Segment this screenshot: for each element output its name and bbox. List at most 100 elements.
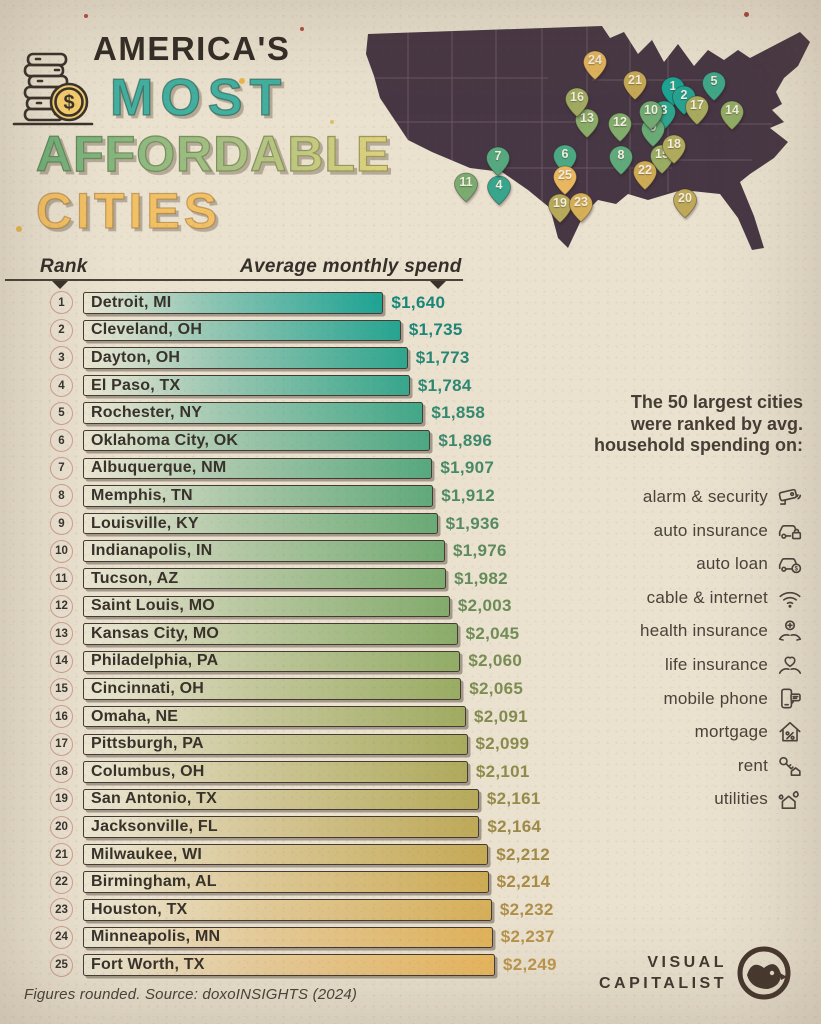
spending-category: cable & internet	[553, 585, 803, 610]
rank-number: 1	[58, 296, 65, 309]
pin-number: 10	[644, 102, 658, 117]
bar-track: Saint Louis, MO $2,003	[83, 595, 511, 618]
map-pin: 20	[672, 188, 698, 219]
bar-track: Philadelphia, PA $2,060	[83, 650, 522, 673]
spend-bar: Milwaukee, WI	[83, 843, 489, 866]
bar-track: Detroit, MI $1,640	[83, 292, 495, 314]
bar-track: Omaha, NE $2,091	[83, 705, 528, 728]
bar-track: Jacksonville, FL $2,164	[83, 816, 541, 838]
chart-row: 2 Cleveland, OH $1,735	[50, 318, 570, 342]
spend-value: $2,214	[496, 872, 551, 892]
rank-badge: 23	[50, 898, 73, 922]
city-label: Dayton, OH	[91, 348, 181, 366]
rank-badge: 2	[50, 318, 73, 342]
chart-row: 17 Pittsburgh, PA $2,099	[50, 732, 570, 756]
visual-capitalist-logo-icon	[737, 946, 791, 1000]
rank-badge: 4	[50, 374, 73, 398]
rank-number: 15	[55, 683, 68, 696]
chart-row: 4 El Paso, TX $1,784	[50, 374, 570, 398]
spend-bar: Rochester, NY	[83, 402, 424, 424]
spend-value: $2,161	[486, 789, 541, 809]
spend-bar: Indianapolis, IN	[83, 540, 445, 562]
rank-badge: 1	[50, 291, 73, 315]
map-pin: 12	[607, 112, 633, 143]
chart-row: 13 Kansas City, MO $2,045	[50, 622, 570, 646]
rank-number: 20	[55, 821, 68, 834]
spend-value: $1,936	[445, 513, 500, 533]
wifi-icon	[779, 591, 801, 608]
svg-text:$: $	[63, 92, 74, 114]
rank-number: 21	[55, 848, 68, 861]
spend-value: $1,773	[415, 347, 470, 367]
bar-track: Birmingham, AL $2,214	[83, 871, 550, 893]
rank-badge: 21	[50, 843, 73, 867]
spend-bar: Columbus, OH	[83, 761, 468, 783]
pin-number: 2	[680, 87, 688, 102]
city-label: Cleveland, OH	[91, 321, 203, 339]
spend-bar: Cleveland, OH	[83, 319, 401, 342]
spend-bar: Minneapolis, MN	[83, 926, 493, 949]
map-pin: 16	[564, 87, 590, 118]
city-label: Fort Worth, TX	[91, 956, 205, 973]
methodology-intro: The 50 largest cities were ranked by avg…	[553, 392, 803, 457]
category-label: rent	[737, 755, 768, 775]
rank-badge: 25	[50, 953, 73, 977]
pin-number: 18	[667, 136, 681, 151]
spend-bar: Saint Louis, MO	[83, 595, 450, 618]
paper-speck	[330, 120, 334, 124]
pin-number: 22	[638, 162, 652, 177]
map-pin: 7	[485, 146, 511, 177]
rank-number: 23	[55, 903, 68, 916]
map-pin: 23	[568, 192, 594, 223]
rank-number: 8	[58, 489, 65, 502]
paper-speck	[239, 78, 245, 84]
spend-value: $1,982	[454, 568, 508, 588]
spend-value: $1,976	[452, 541, 507, 561]
city-label: Oklahoma City, OK	[91, 431, 239, 449]
bar-track: Indianapolis, IN $1,976	[83, 540, 506, 562]
map-pin: 25	[552, 165, 578, 196]
category-label: mortgage	[694, 722, 768, 742]
spending-category: health insurance	[553, 619, 803, 644]
rank-badge: 14	[50, 649, 73, 673]
spend-value: $2,065	[469, 679, 524, 699]
map-pin: 18	[661, 134, 687, 165]
pin-number: 4	[495, 177, 503, 192]
spend-bar: Oklahoma City, OK	[83, 429, 431, 452]
city-label: Tucson, AZ	[91, 569, 179, 587]
rank-number: 13	[55, 627, 68, 640]
spend-value: $2,101	[475, 761, 530, 781]
intro-line: The 50 largest cities	[630, 392, 803, 412]
spend-value: $2,091	[474, 706, 528, 726]
bar-track: Albuquerque, NM $1,907	[83, 457, 495, 480]
cctv-icon	[778, 488, 802, 505]
spend-bar: San Antonio, TX	[83, 788, 479, 811]
chart-row: 23 Houston, TX $2,232	[50, 898, 570, 922]
category-label: mobile phone	[663, 688, 768, 708]
svg-text:$: $	[795, 567, 799, 573]
rank-badge: 8	[50, 484, 73, 508]
spend-pointer-icon	[430, 281, 446, 289]
city-label: Kansas City, MO	[91, 624, 220, 642]
bar-track: Columbus, OH $2,101	[83, 761, 529, 783]
spending-category: alarm & security	[553, 485, 803, 510]
methodology-sidebar: The 50 largest cities were ranked by avg…	[553, 392, 803, 820]
hands-heart-icon	[778, 656, 802, 674]
paper-speck	[84, 14, 88, 18]
spend-bar: Detroit, MI	[83, 292, 384, 314]
rank-number: 19	[55, 793, 68, 806]
chart-row: 9 Louisville, KY $1,936	[50, 512, 570, 535]
city-label: Saint Louis, MO	[91, 597, 215, 615]
spend-bar: Omaha, NE	[83, 705, 467, 728]
chart-row: 19 San Antonio, TX $2,161	[50, 787, 570, 811]
category-label: auto insurance	[653, 520, 768, 540]
spending-category: auto insurance	[553, 518, 803, 543]
pin-number: 3	[660, 102, 668, 117]
rank-number: 16	[55, 710, 68, 723]
key-house-icon	[779, 756, 801, 776]
bar-track: Kansas City, MO $2,045	[83, 623, 519, 645]
pin-number: 8	[617, 147, 625, 162]
pin-number: 21	[628, 72, 642, 87]
category-label: auto loan	[696, 554, 768, 574]
